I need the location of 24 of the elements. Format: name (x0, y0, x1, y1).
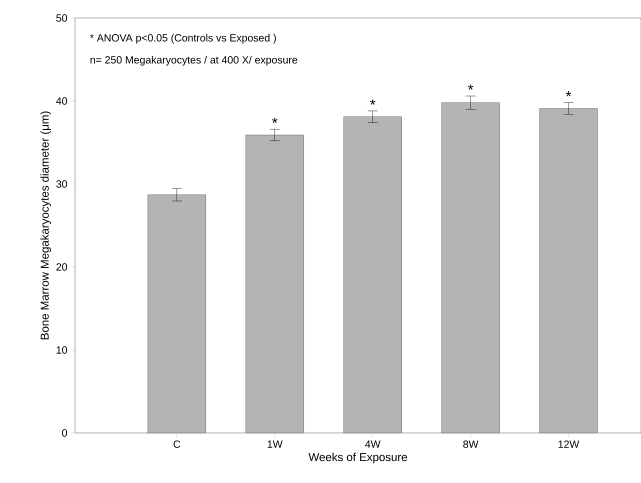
annotation: * (566, 91, 572, 96)
y-tick-label: 20 (56, 263, 68, 271)
annotation: * (468, 84, 474, 90)
y-tick-label: 10 (56, 346, 68, 354)
x-axis-title: Weeks of Exposure (308, 452, 408, 464)
bar (148, 194, 206, 434)
annotation: * (272, 118, 278, 123)
annotation: * ANOVA p<0.05 (Controls vs Exposed ) (90, 34, 276, 44)
x-tick-label: C (174, 440, 180, 448)
bar (441, 102, 500, 434)
x-tick-label: 12W (558, 440, 580, 448)
x-tick-label: 4W (365, 440, 380, 448)
y-tick-label: 0 (62, 429, 68, 437)
bar (343, 116, 402, 434)
x-tick-label: 1W (268, 440, 283, 448)
bar (539, 108, 598, 434)
annotation: n= 250 Megakaryocytes / at 400 X/ exposure (90, 56, 298, 66)
y-axis-title: Bone Marrow Megakaryocytes diameter (μm) (40, 112, 52, 340)
x-tick-label: 8W (463, 440, 478, 448)
y-tick-label: 30 (56, 180, 68, 188)
annotation: * (370, 99, 376, 105)
bar (246, 134, 304, 434)
y-tick-label: 40 (56, 97, 68, 105)
y-tick-label: 50 (56, 14, 68, 22)
